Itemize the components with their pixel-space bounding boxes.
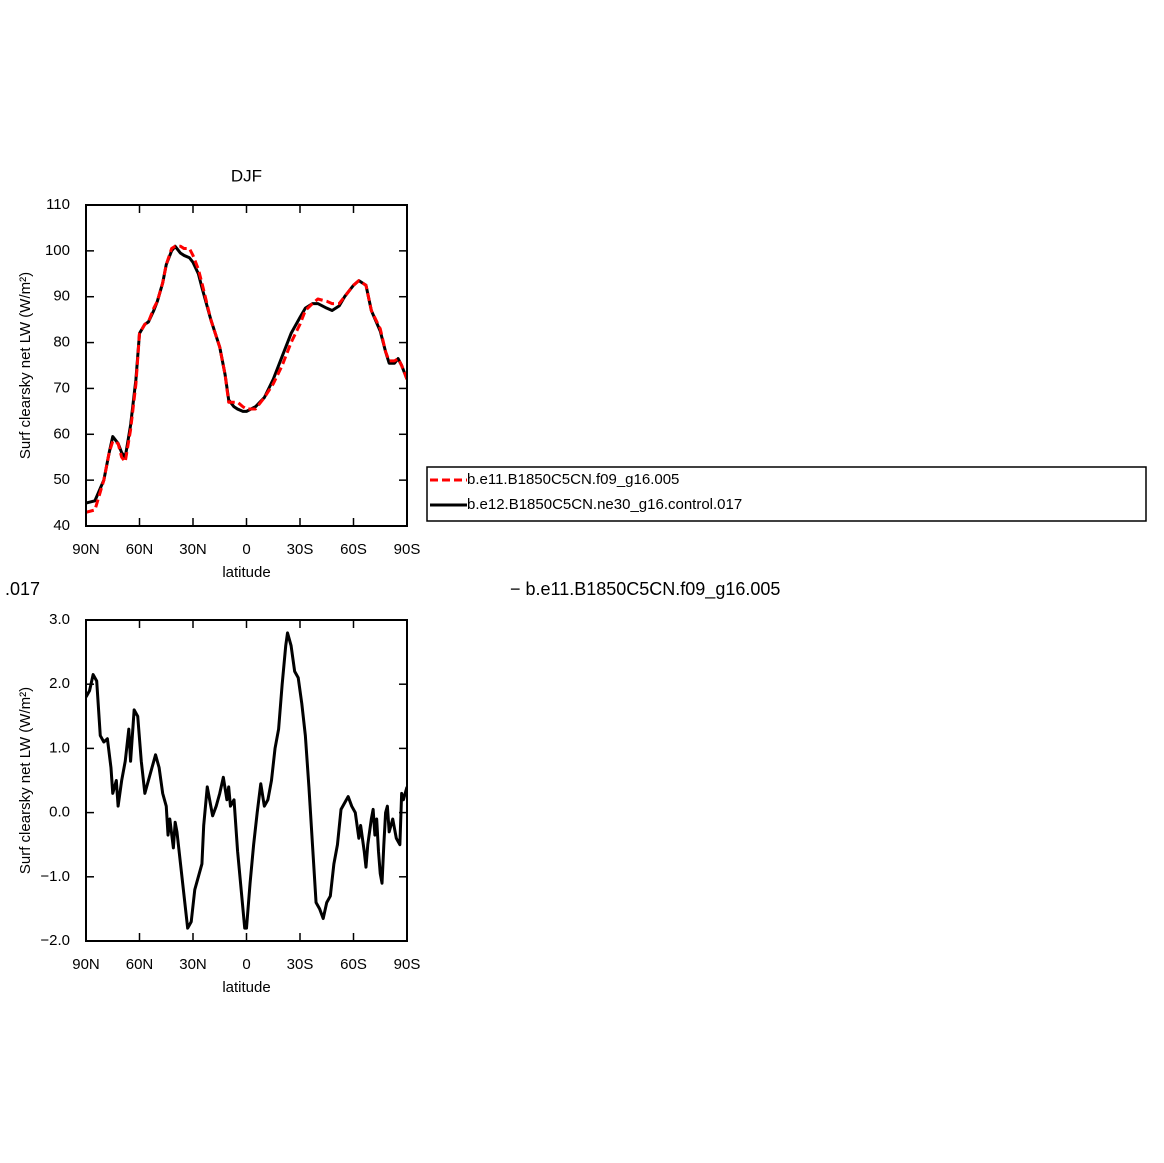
x-tick-label: 90N <box>72 541 100 558</box>
y-tick-label: 60 <box>53 425 70 442</box>
data-line <box>86 244 407 505</box>
plot-frame <box>85 204 408 527</box>
x-axis-label: latitude <box>222 564 270 581</box>
chart-title-left: .017 <box>5 579 40 599</box>
legend-label: b.e12.B1850C5CN.ne30_g16.control.017 <box>467 496 742 513</box>
x-tick-label: 0 <box>242 956 250 973</box>
y-tick-label: −2.0 <box>40 932 70 949</box>
plot-frame <box>85 619 408 942</box>
y-tick-label: 70 <box>53 379 70 396</box>
y-tick-label: 110 <box>46 196 70 213</box>
x-tick-label: 60N <box>126 956 154 973</box>
x-tick-label: 30N <box>179 541 207 558</box>
x-axis-label: latitude <box>222 979 270 996</box>
y-tick-label: 100 <box>45 242 70 259</box>
y-tick-label: 2.0 <box>49 675 70 692</box>
y-tick-label: −1.0 <box>40 868 70 885</box>
y-tick-label: 80 <box>53 334 70 351</box>
x-tick-label: 60N <box>126 541 154 558</box>
x-tick-label: 60S <box>340 541 367 558</box>
x-tick-label: 90S <box>394 956 421 973</box>
chart-title: DJF <box>231 166 262 185</box>
x-tick-label: 90N <box>72 956 100 973</box>
y-tick-label: 3.0 <box>49 611 70 628</box>
data-line <box>86 244 407 514</box>
y-tick-label: 1.0 <box>49 739 70 756</box>
legend-label: b.e11.B1850C5CN.f09_g16.005 <box>467 471 679 488</box>
y-axis-label: Surf clearsky net LW (W/m²) <box>17 272 34 459</box>
x-tick-label: 60S <box>340 956 367 973</box>
x-tick-label: 30S <box>287 956 314 973</box>
x-tick-label: 30S <box>287 541 314 558</box>
y-axis-label: Surf clearsky net LW (W/m²) <box>17 687 34 874</box>
y-tick-label: 90 <box>53 288 70 305</box>
x-tick-label: 90S <box>394 541 421 558</box>
y-tick-label: 50 <box>53 471 70 488</box>
legend-box <box>426 466 1147 522</box>
y-tick-label: 40 <box>53 517 70 534</box>
chart-title-right: − b.e11.B1850C5CN.f09_g16.005 <box>510 579 780 600</box>
y-tick-label: 0.0 <box>49 804 70 821</box>
data-line <box>86 631 407 930</box>
x-tick-label: 0 <box>242 541 250 558</box>
x-tick-label: 30N <box>179 956 207 973</box>
